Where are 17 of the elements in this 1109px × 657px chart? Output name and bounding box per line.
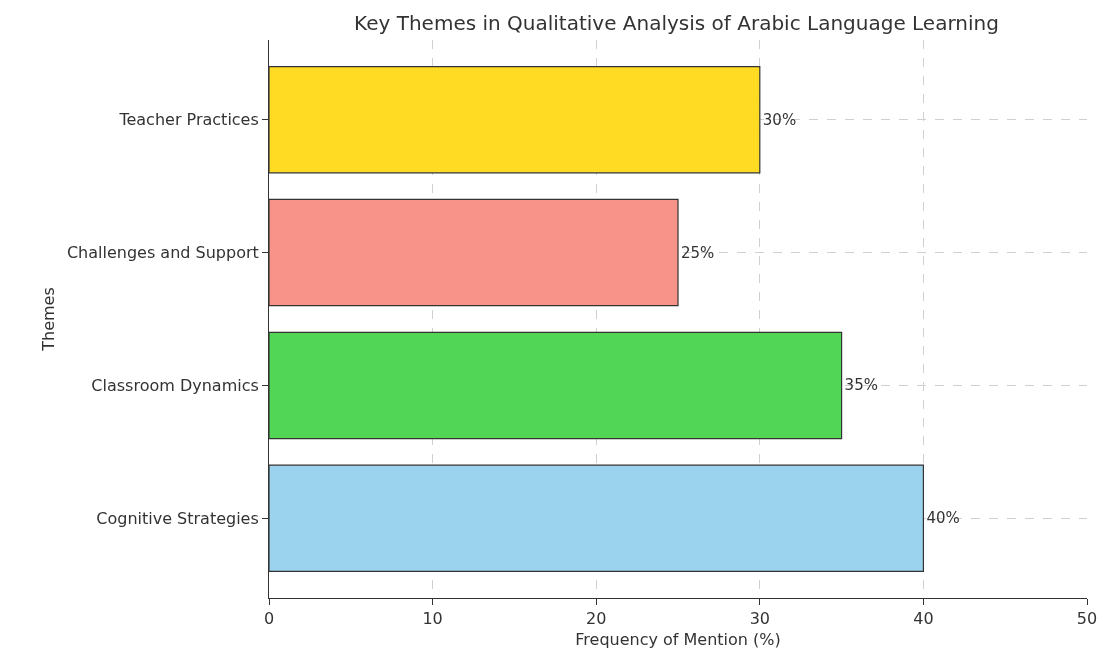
data-label: 35% — [844, 376, 878, 395]
data-label: 25% — [681, 243, 715, 262]
y-tick-label: Cognitive Strategies — [96, 508, 259, 528]
y-tick-label: Challenges and Support — [66, 243, 259, 263]
data-label: 30% — [762, 110, 797, 129]
x-tick-label: 50 — [1076, 609, 1098, 629]
data-label: 40% — [926, 509, 960, 528]
chart-title: Key Themes in Qualitative Analysis of Arabic Language Learning — [354, 11, 999, 36]
x-tick-label: 20 — [586, 609, 607, 629]
y-tick-label: Classroom Dynamics — [91, 376, 259, 396]
y-tick-label: Teacher Practices — [118, 110, 259, 130]
x-tick-label: 30 — [749, 609, 770, 629]
y-axis-title: Themes — [38, 287, 58, 352]
x-axis-title: Frequency of Mention (%) — [575, 629, 781, 649]
x-tick-label: 40 — [913, 609, 934, 629]
x-tick-label: 10 — [422, 609, 443, 629]
x-tick-label: 0 — [263, 609, 275, 629]
